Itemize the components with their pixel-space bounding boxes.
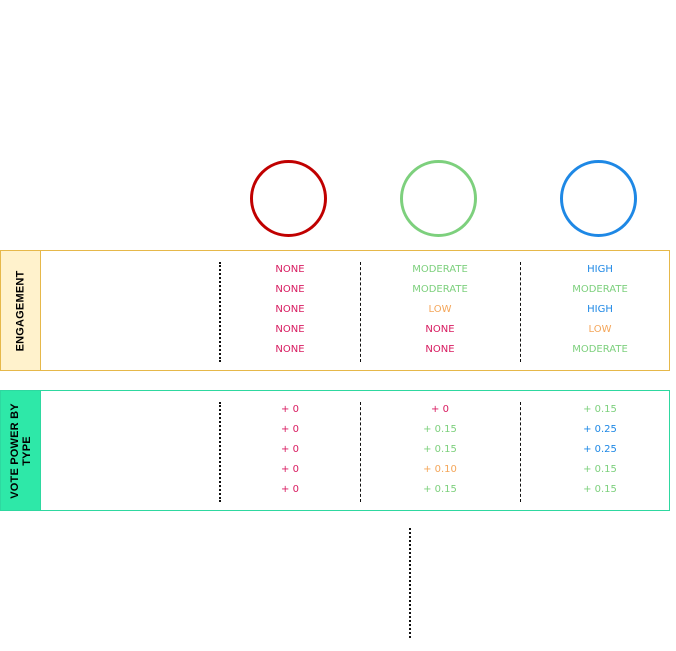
vote-power-panel: VOTE POWER BY TYPE [0, 390, 670, 511]
engagement-cell-r2-c1: NONE [275, 284, 305, 295]
vote-power-cell-r4-c3: + 0.15 [583, 464, 617, 475]
column-2-circle [400, 160, 477, 237]
vote-power-label-line1: VOTE POWER BY [8, 402, 21, 499]
engagement-cell-r3-c3: HIGH [587, 304, 613, 315]
vote-power-cell-r5-c1: + 0 [281, 484, 299, 495]
engagement-cell-r5-c1: NONE [275, 344, 305, 355]
vote-power-cell-r1-c2: + 0 [431, 404, 449, 415]
engagement-cell-r3-c1: NONE [275, 304, 305, 315]
engagement-panel: ENGAGEMENT [0, 250, 670, 371]
engagement-cell-r2-c3: MODERATE [572, 284, 628, 295]
engagement-divider-left [219, 262, 221, 362]
engagement-cell-r5-c2: NONE [425, 344, 455, 355]
engagement-cell-r4-c1: NONE [275, 324, 305, 335]
column-1-circle [250, 160, 327, 237]
vote-power-divider-left [219, 402, 221, 502]
vote-power-cell-r4-c1: + 0 [281, 464, 299, 475]
vote-power-cell-r2-c3: + 0.25 [583, 424, 617, 435]
engagement-divider-right [520, 262, 521, 362]
vote-power-cell-r3-c2: + 0.15 [423, 444, 457, 455]
vote-power-label-line2: TYPE [20, 435, 33, 466]
vote-power-label: VOTE POWER BY TYPE [9, 403, 33, 499]
bottom-connector-line [409, 528, 411, 638]
vote-power-cell-r3-c1: + 0 [281, 444, 299, 455]
engagement-cell-r5-c3: MODERATE [572, 344, 628, 355]
engagement-cell-r4-c3: LOW [588, 324, 612, 335]
vote-power-side-label: VOTE POWER BY TYPE [1, 391, 41, 510]
engagement-label: ENGAGEMENT [14, 270, 27, 351]
engagement-side-label: ENGAGEMENT [1, 251, 41, 370]
engagement-cell-r3-c2: LOW [428, 304, 452, 315]
vote-power-divider-mid [360, 402, 361, 502]
engagement-cell-r2-c2: MODERATE [412, 284, 468, 295]
column-3-circle [560, 160, 637, 237]
vote-power-cell-r1-c3: + 0.15 [583, 404, 617, 415]
engagement-cell-r4-c2: NONE [425, 324, 455, 335]
engagement-cell-r1-c2: MODERATE [412, 264, 468, 275]
vote-power-cell-r2-c2: + 0.15 [423, 424, 457, 435]
vote-power-cell-r1-c1: + 0 [281, 404, 299, 415]
vote-power-cell-r2-c1: + 0 [281, 424, 299, 435]
vote-power-divider-right [520, 402, 521, 502]
vote-power-cell-r3-c3: + 0.25 [583, 444, 617, 455]
engagement-cell-r1-c1: NONE [275, 264, 305, 275]
vote-power-cell-r4-c2: + 0.10 [423, 464, 457, 475]
vote-power-cell-r5-c3: + 0.15 [583, 484, 617, 495]
engagement-divider-mid [360, 262, 361, 362]
vote-power-cell-r5-c2: + 0.15 [423, 484, 457, 495]
engagement-cell-r1-c3: HIGH [587, 264, 613, 275]
